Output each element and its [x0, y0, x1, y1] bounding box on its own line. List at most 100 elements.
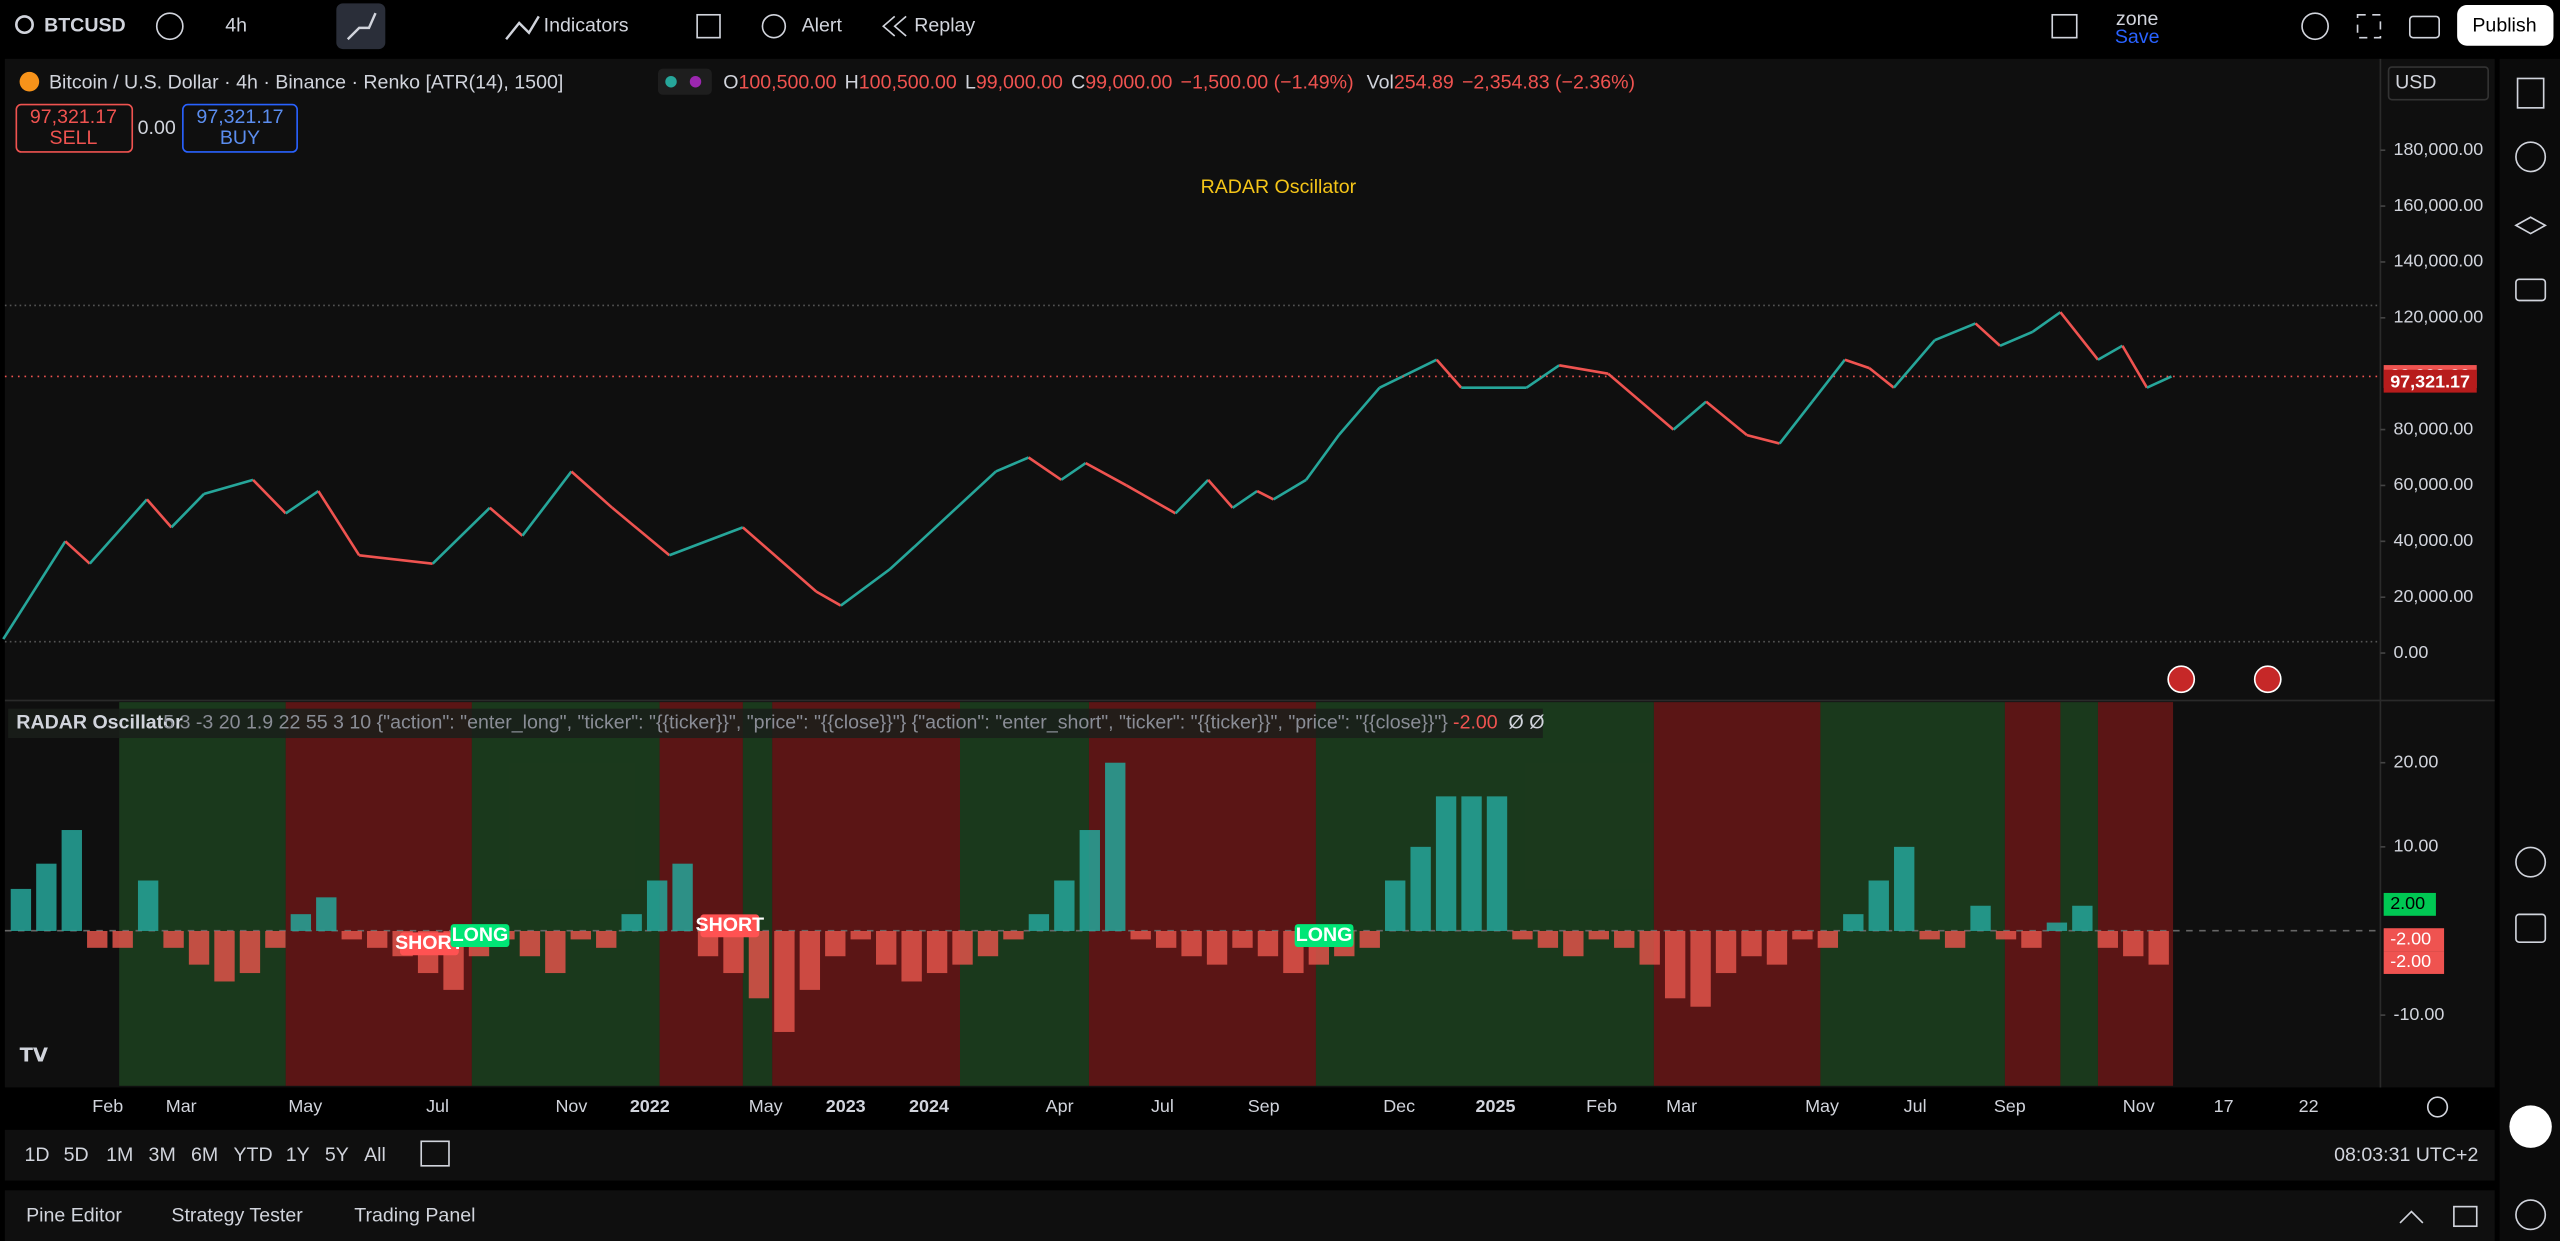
price-tick-label: 60,000.00	[2393, 474, 2473, 494]
publish-button[interactable]	[2457, 4, 2554, 46]
histogram-bar	[977, 930, 999, 957]
symbol-legend: Bitcoin / U.S. Dollar · 4h · Binance · R…	[49, 72, 563, 94]
range-button[interactable]: 1Y	[286, 1144, 310, 1166]
alert-button[interactable]: Alert	[802, 14, 843, 36]
signal-box	[700, 914, 760, 938]
collapse-icon[interactable]	[2399, 1210, 2424, 1224]
bottom-tab[interactable]: Strategy Tester	[171, 1205, 303, 1227]
bottom-tab[interactable]: Pine Editor	[26, 1205, 122, 1227]
histogram-bar	[723, 930, 744, 974]
histogram-bar	[1741, 930, 1762, 957]
ohlc-legend: O100,500.00 H100,500.00 L99,000.00 C99,000.…	[723, 72, 1635, 94]
templates-icon[interactable]	[696, 13, 721, 39]
histogram-bar	[799, 930, 821, 990]
apps-icon[interactable]	[2509, 1105, 2552, 1148]
range-button[interactable]: All	[364, 1144, 386, 1166]
time-label: Mar	[166, 1096, 197, 1116]
renko-segment	[1607, 372, 1675, 431]
screenshot-icon[interactable]	[2408, 15, 2440, 39]
axis-settings[interactable]	[2426, 1096, 2449, 1118]
histogram-bar	[1206, 930, 1228, 965]
range-button[interactable]: 3M	[149, 1144, 176, 1166]
time-label: Sep	[1994, 1096, 2026, 1116]
data-status	[689, 76, 702, 88]
histogram-bar	[1232, 930, 1253, 948]
range-button[interactable]: 1D	[24, 1144, 49, 1166]
range-button[interactable]: 1M	[106, 1144, 133, 1166]
renko-segment	[1999, 330, 2034, 347]
buy-label[interactable]: BUY	[220, 127, 260, 149]
sell-button[interactable]	[15, 103, 134, 153]
renko-segment	[1558, 364, 1609, 375]
layout-icon[interactable]	[2051, 13, 2078, 39]
indicators-button[interactable]: Indicators	[544, 14, 629, 36]
osc-tick-label: -10.00	[2393, 1004, 2444, 1024]
buy-price[interactable]: 97,321.17	[196, 106, 283, 128]
histogram-bar	[1461, 796, 1482, 931]
histogram-bar	[239, 930, 261, 974]
chart-type-active[interactable]	[336, 3, 386, 50]
histogram-bar	[1894, 846, 1915, 931]
alerts-icon[interactable]	[2515, 141, 2547, 173]
calendar-icon[interactable]	[2515, 913, 2547, 943]
histogram-bar	[1868, 880, 1889, 931]
signal-label: SHORT	[696, 914, 765, 936]
price-tick-label: 180,000.00	[2393, 139, 2483, 159]
histogram-bar	[1181, 930, 1202, 957]
signal-box	[400, 932, 459, 956]
time-label: Nov	[555, 1096, 587, 1116]
renko-segment	[359, 553, 433, 565]
replay-button[interactable]: Replay	[914, 14, 975, 36]
renko-segment	[2031, 311, 2062, 333]
renko-segment	[1778, 400, 1814, 445]
renko-segment	[64, 540, 91, 565]
renko-segment	[1379, 358, 1438, 389]
price-tick-label: 140,000.00	[2393, 251, 2483, 271]
layout-name[interactable]: zone	[2116, 8, 2159, 30]
histogram-bar	[214, 930, 235, 982]
target-icon[interactable]	[2515, 846, 2547, 878]
range-button[interactable]: 6M	[191, 1144, 218, 1166]
histogram-bar	[519, 930, 541, 957]
buy-button[interactable]	[182, 103, 298, 153]
bottom-tab[interactable]: Trading Panel	[354, 1205, 475, 1227]
histogram-bar	[1359, 930, 1380, 948]
save-button[interactable]: Save	[2115, 26, 2160, 48]
interval[interactable]: 4h	[225, 14, 247, 36]
fullscreen-icon[interactable]	[2356, 13, 2382, 39]
renko-segment	[1337, 386, 1381, 437]
renko-segment	[88, 498, 148, 565]
histogram-bar	[596, 930, 617, 948]
symbol[interactable]: BTCUSD	[44, 14, 126, 36]
histogram-bar	[774, 930, 795, 1032]
search-icon[interactable]	[15, 15, 34, 35]
range-button[interactable]: 5Y	[325, 1144, 349, 1166]
renko-segment	[741, 526, 818, 593]
histogram-bar	[1257, 930, 1279, 957]
maximize-icon[interactable]	[2453, 1205, 2478, 1228]
range-button[interactable]: YTD	[233, 1144, 272, 1166]
currency[interactable]: USD	[2395, 72, 2436, 94]
add-symbol[interactable]	[155, 12, 184, 41]
goto-date[interactable]	[420, 1140, 450, 1167]
open: 100,500.00	[738, 72, 836, 94]
indicator-extra: Ø Ø	[1509, 712, 1545, 734]
range-button[interactable]: 5D	[64, 1144, 89, 1166]
settings-icon[interactable]	[2301, 12, 2329, 41]
layers-icon[interactable]	[2514, 216, 2547, 235]
sell-price[interactable]: 97,321.17	[30, 106, 117, 128]
help-icon[interactable]	[2515, 1199, 2547, 1231]
histogram-bar	[876, 930, 897, 965]
event-flag[interactable]	[2167, 665, 2196, 694]
currency-select[interactable]	[2387, 66, 2489, 101]
o-label: O	[723, 72, 738, 94]
chat-icon[interactable]	[2515, 278, 2547, 302]
renko-segment	[1272, 478, 1307, 501]
price-tick-label: 160,000.00	[2393, 195, 2483, 215]
event-flag[interactable]	[2253, 665, 2282, 694]
histogram-bar	[163, 930, 184, 948]
sell-label[interactable]: SELL	[50, 127, 98, 149]
renko-segment	[521, 470, 573, 537]
publish-label[interactable]: Publish	[2472, 14, 2536, 36]
watchlist-icon[interactable]	[2516, 77, 2545, 109]
